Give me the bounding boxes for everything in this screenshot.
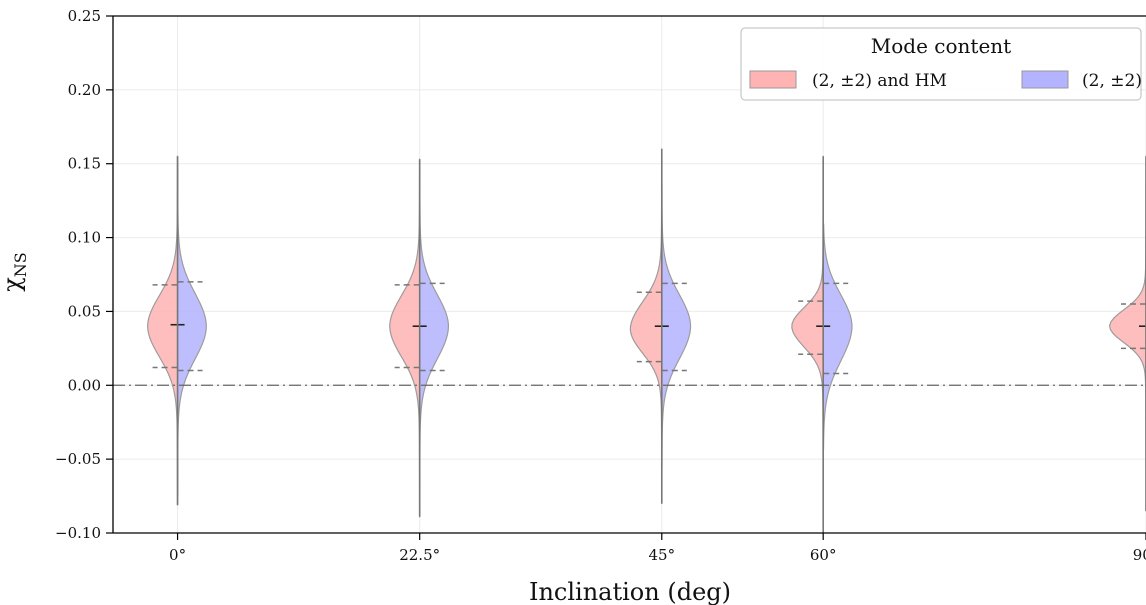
x-axis-title: Inclination (deg) (529, 578, 731, 605)
x-tick-label: 90° (1133, 546, 1146, 564)
y-axis-symbol: χ (0, 277, 26, 292)
y-axis-title: χNS (0, 252, 30, 292)
y-tick-label: −0.10 (55, 524, 101, 542)
grid-layer (113, 15, 1146, 534)
violin-half-hm-3 (791, 155, 824, 534)
x-tick-label: 60° (810, 546, 837, 564)
x-tick-label: 45° (648, 546, 675, 564)
y-tick-label: −0.05 (55, 450, 101, 468)
y-tick-label: 0.15 (68, 155, 101, 173)
legend-label-hm: (2, ±2) and HM (812, 71, 947, 91)
y-tick-label: 0.20 (68, 81, 101, 99)
violin-half-hm-4 (1108, 155, 1146, 512)
violin-half-hm-1 (389, 158, 421, 518)
violin-half-22-0 (176, 163, 207, 497)
legend-swatch-hm (749, 70, 797, 89)
violin-half-hm-0 (147, 155, 179, 506)
y-axis-subscript: NS (11, 252, 30, 277)
x-tick-label: 22.5° (399, 546, 440, 564)
axes-layer: −0.10 −0.05 0.00 0.05 0.10 0.15 0.20 0.25 0° 22.5… (55, 7, 1146, 564)
y-tick-label: 0.05 (68, 302, 101, 320)
legend-swatch-22 (1021, 70, 1069, 89)
x-tick-label: 0° (169, 546, 186, 564)
legend: Mode content (2, ±2) and HM (2, ±2) (740, 27, 1142, 101)
y-tick-label: 0.10 (68, 229, 101, 247)
y-tick-label: 0.25 (68, 7, 101, 25)
legend-label-22: (2, ±2) (1082, 71, 1142, 91)
legend-title: Mode content (871, 34, 1011, 58)
y-tick-label: 0.00 (68, 376, 101, 394)
violin-layer (113, 148, 1146, 534)
violin-half-22-3 (822, 223, 853, 450)
violin-half-22-1 (419, 173, 450, 490)
